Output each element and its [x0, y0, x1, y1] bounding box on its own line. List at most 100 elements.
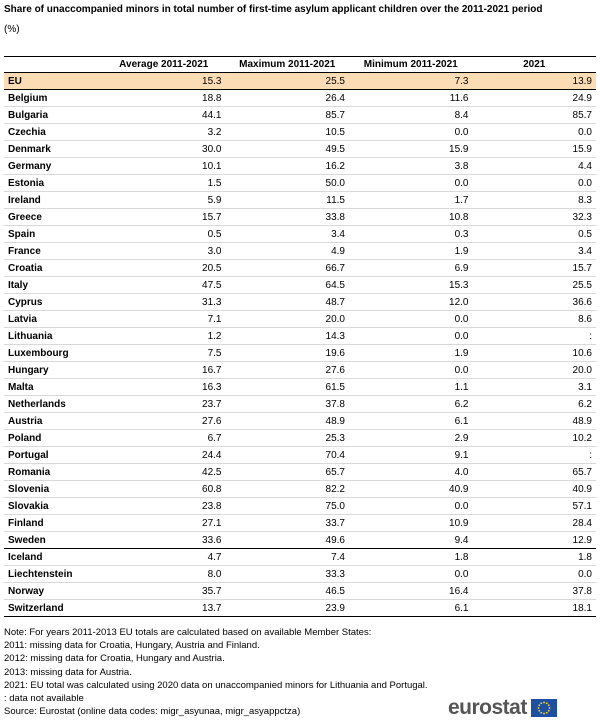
table-cell: 0.0: [349, 565, 473, 583]
row-label: Slovenia: [4, 480, 102, 498]
table-cell: 3.2: [102, 123, 226, 141]
table-cell: 16.2: [225, 157, 349, 175]
table-cell: 6.1: [349, 412, 473, 430]
table-cell: :: [472, 327, 596, 345]
table-cell: 35.7: [102, 582, 226, 600]
table-row: Romania 42.5 65.7 4.0 65.7: [4, 463, 596, 481]
table-cell: 37.8: [472, 582, 596, 600]
table-cell: 30.0: [102, 140, 226, 158]
flag-star: [547, 704, 550, 707]
table-row: Portugal 24.4 70.4 9.1:: [4, 446, 596, 464]
table-row: Germany 10.1 16.2 3.8 4.4: [4, 157, 596, 175]
table-row: Sweden 33.6 49.6 9.4 12.9: [4, 531, 596, 549]
table-cell: 70.4: [225, 446, 349, 464]
table-row-eu: EU 15.3 25.5 7.3 13.9: [4, 72, 596, 90]
note-line: Note: For years 2011-2013 EU totals are …: [4, 627, 372, 638]
table-cell: 12.0: [349, 293, 473, 311]
table-row: Denmark 30.0 49.5 15.9 15.9: [4, 140, 596, 158]
table-cell: 3.4: [472, 242, 596, 260]
table-cell: 33.8: [225, 208, 349, 226]
row-label: Czechia: [4, 123, 102, 141]
table-cell: 0.0: [349, 123, 473, 141]
row-label: Iceland: [4, 548, 102, 566]
table-cell: 1.5: [102, 174, 226, 192]
table-cell: 2.9: [349, 429, 473, 447]
table-cell: 40.9: [472, 480, 596, 498]
table-cell: 7.5: [102, 344, 226, 362]
row-label: France: [4, 242, 102, 260]
footnotes: Note: For years 2011-2013 EU totals are …: [4, 626, 428, 718]
table-row: Croatia 20.5 66.7 6.9 15.7: [4, 259, 596, 277]
table-cell: 24.9: [472, 89, 596, 107]
table-row: Lithuania 1.2 14.3 0.0:: [4, 327, 596, 345]
table-row: Netherlands 23.7 37.8 6.2 6.2: [4, 395, 596, 413]
table-cell: 8.4: [349, 106, 473, 124]
table-cell: 7.3: [349, 72, 473, 90]
table-cell: 23.8: [102, 497, 226, 515]
table-cell: 19.6: [225, 344, 349, 362]
table-cell: 25.3: [225, 429, 349, 447]
row-label: Estonia: [4, 174, 102, 192]
table-cell: 6.2: [472, 395, 596, 413]
table-cell: 0.0: [349, 310, 473, 328]
column-header: Maximum 2011-2021: [225, 56, 349, 73]
table-cell: 11.5: [225, 191, 349, 209]
table-row: Ireland 5.9 11.5 1.7 8.3: [4, 191, 596, 209]
logo-text: eurostat: [448, 696, 527, 719]
table-row: Luxembourg 7.5 19.6 1.9 10.6: [4, 344, 596, 362]
table-cell: 1.8: [349, 548, 473, 566]
table-row: Liechtenstein 8.0 33.3 0.0 0.0: [4, 565, 596, 583]
table-cell: 3.4: [225, 225, 349, 243]
row-label: Greece: [4, 208, 102, 226]
table-cell: 7.1: [102, 310, 226, 328]
row-label: Croatia: [4, 259, 102, 277]
table-cell: 33.7: [225, 514, 349, 532]
table-cell: 13.9: [472, 72, 596, 90]
table-row: Malta 16.3 61.5 1.1 3.1: [4, 378, 596, 396]
table-cell: 20.5: [102, 259, 226, 277]
table-cell: 65.7: [225, 463, 349, 481]
row-label: Slovakia: [4, 497, 102, 515]
table-cell: 18.1: [472, 599, 596, 617]
table-cell: 28.4: [472, 514, 596, 532]
table-cell: 33.3: [225, 565, 349, 583]
table-cell: 32.3: [472, 208, 596, 226]
table-cell: 44.1: [102, 106, 226, 124]
table-cell: 8.0: [102, 565, 226, 583]
table-cell: 10.6: [472, 344, 596, 362]
table-cell: 64.5: [225, 276, 349, 294]
table-cell: 27.1: [102, 514, 226, 532]
table-cell: 49.6: [225, 531, 349, 549]
table-cell: 37.8: [225, 395, 349, 413]
flag-star: [547, 709, 550, 712]
row-label: Germany: [4, 157, 102, 175]
table-cell: 20.0: [225, 310, 349, 328]
table-row: Iceland 4.7 7.4 1.8 1.8: [4, 548, 596, 566]
table-cell: 27.6: [225, 361, 349, 379]
table-cell: 12.9: [472, 531, 596, 549]
table-row: Czechia 3.2 10.5 0.0 0.0: [4, 123, 596, 141]
row-label: Switzerland: [4, 599, 102, 617]
flag-star: [540, 702, 543, 705]
table-cell: 0.0: [472, 123, 596, 141]
row-label: Finland: [4, 514, 102, 532]
table-cell: 11.6: [349, 89, 473, 107]
table-cell: 23.9: [225, 599, 349, 617]
table-row: Norway 35.7 46.5 16.4 37.8: [4, 582, 596, 600]
eu-flag-icon: [530, 699, 557, 717]
table-cell: 10.8: [349, 208, 473, 226]
flag-star: [537, 707, 540, 709]
table-cell: 4.4: [472, 157, 596, 175]
flag-star: [545, 711, 548, 714]
table-cell: 33.6: [102, 531, 226, 549]
note-line: 2012: missing data for Croatia, Hungary …: [4, 653, 225, 665]
table-cell: 50.0: [225, 174, 349, 192]
table-cell: 4.0: [349, 463, 473, 481]
table-title: Share of unaccompanied minors in total n…: [4, 4, 543, 15]
table-cell: 4.9: [225, 242, 349, 260]
flag-star: [542, 712, 545, 715]
table-cell: 26.4: [225, 89, 349, 107]
table-cell: 8.6: [472, 310, 596, 328]
table-cell: 0.0: [349, 327, 473, 345]
table-cell: 1.8: [472, 548, 596, 566]
